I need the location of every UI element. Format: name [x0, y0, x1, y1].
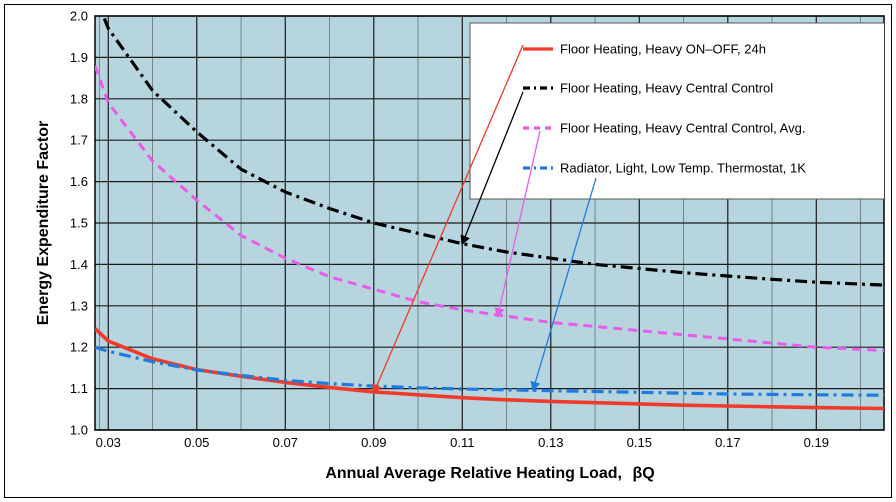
series-line-3: [95, 65, 884, 352]
annotation-arrow-1: [372, 44, 524, 395]
y-tick-label: 1.6: [70, 174, 88, 189]
y-tick-label: 2.0: [70, 9, 88, 24]
legend-label-3: Floor Heating, Heavy Central Control, Av…: [560, 121, 805, 136]
annotation-arrow-3: [494, 130, 541, 319]
legend: Floor Heating, Heavy ON–OFF, 24h Floor He…: [469, 22, 884, 200]
x-tick-label: 0.19: [804, 435, 829, 450]
x-tick-label: 0.05: [184, 435, 209, 450]
legend-label-4: Radiator, Light, Low Temp. Thermostat, 1…: [560, 161, 806, 176]
y-tick-label: 1.2: [70, 340, 88, 355]
y-tick-label: 1.0: [70, 423, 88, 438]
y-tick-label: 1.4: [70, 257, 88, 272]
annotation-arrow-4: [530, 177, 597, 392]
x-axis-label: Annual Average Relative Heating Load, βQ: [325, 465, 654, 482]
series-line-2: [101, 16, 884, 287]
legend-label-2: Floor Heating, Heavy Central Control: [560, 81, 773, 96]
x-tick-label: 0.07: [273, 435, 298, 450]
y-tick-label: 1.7: [70, 133, 88, 148]
x-tick-label: 0.09: [361, 435, 386, 450]
x-axis-label-text: Annual Average Relative Heating Load,: [325, 465, 622, 482]
y-axis-ticks: 1.0 1.1 1.2 1.3 1.4 1.5 1.6 1.7 1.8 1.9 2.0: [70, 9, 88, 438]
y-tick-label: 1.5: [70, 216, 88, 231]
annotation-arrows: [372, 44, 597, 395]
y-tick-label: 1.3: [70, 298, 88, 313]
y-tick-label: 1.9: [70, 50, 88, 65]
series-layer: [95, 16, 884, 411]
series-line-4: [95, 345, 884, 397]
x-tick-label: 0.15: [627, 435, 652, 450]
x-axis-label-symbol: βQ: [632, 465, 654, 482]
x-tick-label: 0.03: [96, 435, 121, 450]
annotation-arrow-2: [460, 91, 524, 246]
x-tick-label: 0.13: [538, 435, 563, 450]
x-axis-ticks: 0.03 0.05 0.07 0.09 0.11 0.13 0.15 0.17 0.19: [96, 435, 829, 450]
x-tick-label: 0.11: [450, 435, 474, 450]
y-tick-label: 1.8: [70, 91, 88, 106]
legend-label-1: Floor Heating, Heavy ON–OFF, 24h: [560, 42, 766, 57]
y-axis-label: Energy Expenditure Factor: [35, 121, 52, 326]
plot-border: [94, 15, 885, 431]
y-tick-label: 1.1: [70, 381, 88, 396]
x-tick-label: 0.17: [715, 435, 740, 450]
legend-box: [469, 22, 884, 200]
